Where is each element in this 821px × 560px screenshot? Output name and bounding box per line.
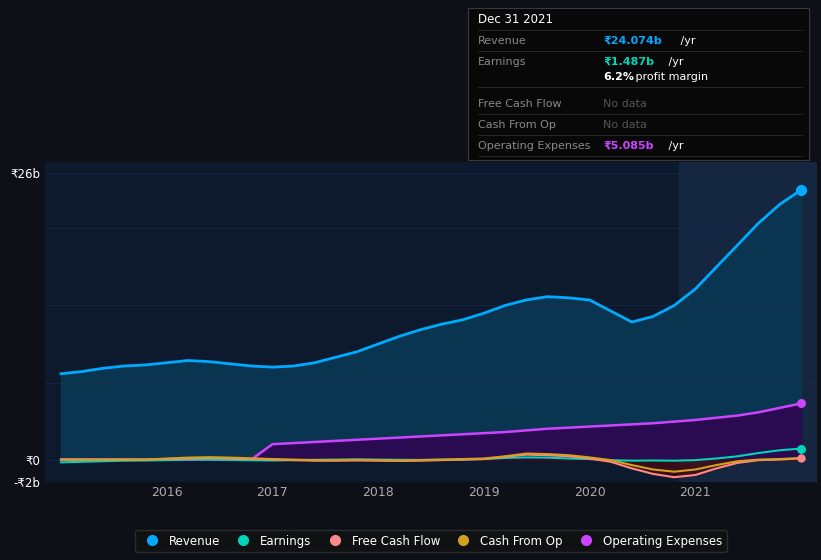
Text: profit margin: profit margin — [632, 72, 709, 82]
Text: ₹1.487b: ₹1.487b — [603, 57, 654, 67]
Text: ₹24.074b: ₹24.074b — [603, 36, 663, 46]
Legend: Revenue, Earnings, Free Cash Flow, Cash From Op, Operating Expenses: Revenue, Earnings, Free Cash Flow, Cash … — [135, 530, 727, 552]
Text: Revenue: Revenue — [478, 36, 526, 46]
Text: Earnings: Earnings — [478, 57, 526, 67]
Point — [795, 399, 808, 408]
Text: Cash From Op: Cash From Op — [478, 120, 556, 130]
Text: No data: No data — [603, 120, 647, 130]
Text: ₹5.085b: ₹5.085b — [603, 141, 654, 151]
Point — [795, 454, 808, 463]
Point — [795, 444, 808, 453]
Text: /yr: /yr — [677, 36, 696, 46]
Text: 6.2%: 6.2% — [603, 72, 635, 82]
Text: /yr: /yr — [665, 141, 684, 151]
Text: Free Cash Flow: Free Cash Flow — [478, 99, 562, 109]
Text: Operating Expenses: Operating Expenses — [478, 141, 590, 151]
Bar — [680, 162, 817, 482]
Text: No data: No data — [603, 99, 647, 109]
Point — [795, 185, 808, 194]
Text: /yr: /yr — [665, 57, 684, 67]
Text: Dec 31 2021: Dec 31 2021 — [478, 13, 553, 26]
